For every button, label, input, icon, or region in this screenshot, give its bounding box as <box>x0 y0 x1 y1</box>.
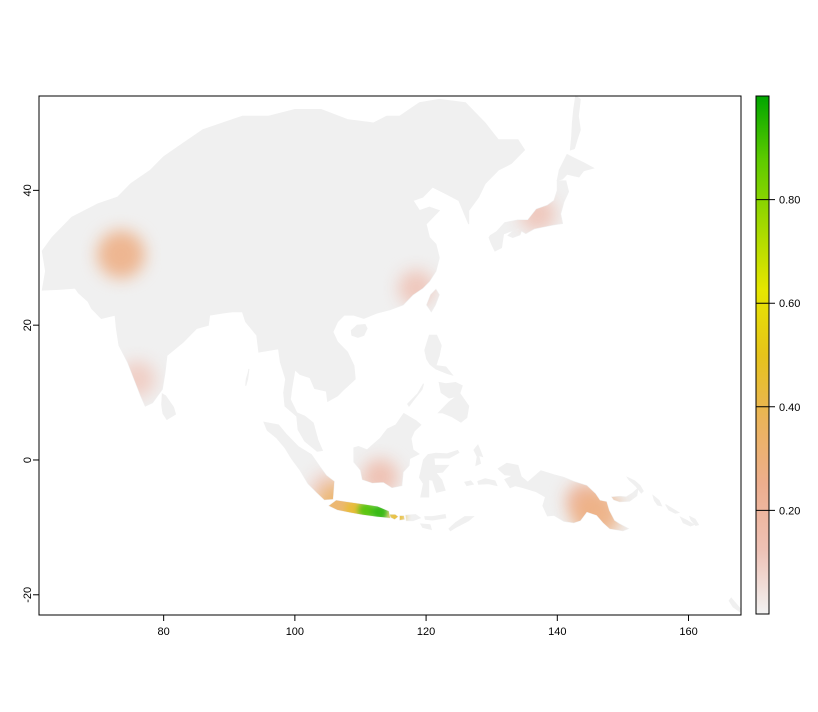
map-area <box>41 95 742 613</box>
land-vanuatu <box>728 597 742 613</box>
land-shikoku <box>507 229 523 239</box>
colorbar-ticks: 0.20 0.40 0.60 0.80 <box>756 195 800 517</box>
hotspot-7 <box>572 489 621 538</box>
hotspot-3 <box>519 196 556 232</box>
colorbar-tick-label: 0.60 <box>779 298 800 310</box>
y-axis: -20 0 20 40 <box>22 184 39 603</box>
land-palawan <box>407 383 424 407</box>
x-tick-label: 100 <box>286 626 304 638</box>
colorbar-tick-label: 0.40 <box>779 402 800 414</box>
land-kyushu <box>488 230 505 252</box>
land-hainan <box>350 323 368 338</box>
hotspot-4 <box>362 458 399 495</box>
land-solomon-2 <box>679 516 695 527</box>
land-seram <box>477 478 498 487</box>
colorbar-legend: 0.20 0.40 0.60 0.80 <box>755 95 800 615</box>
land-flores <box>424 514 447 521</box>
land-asia-mainland <box>41 98 526 452</box>
landmass <box>41 95 742 613</box>
land-hokkaido <box>556 153 595 181</box>
x-tick-label: 140 <box>548 626 566 638</box>
hotspot-2 <box>398 270 435 307</box>
land-sumbawa <box>405 514 422 522</box>
land-halmahera <box>473 444 484 467</box>
land-timor <box>448 516 475 532</box>
land-mindanao <box>437 393 470 423</box>
y-tick-label: 40 <box>22 184 34 196</box>
land-sakhalin <box>569 95 581 151</box>
land-visayas <box>438 381 463 399</box>
land-bougainville <box>652 494 663 507</box>
y-tick-label: -20 <box>22 587 34 603</box>
x-tick-label: 120 <box>417 626 435 638</box>
land-andaman <box>245 368 250 386</box>
x-axis: 80 100 120 140 160 <box>158 615 698 638</box>
colorbar <box>755 95 770 615</box>
y-tick-label: 0 <box>22 457 34 463</box>
colorbar-tick-label: 0.80 <box>779 195 800 207</box>
hotspot-0 <box>97 230 145 279</box>
plot-frame <box>38 95 742 616</box>
hotspot-11 <box>371 503 390 522</box>
land-new-ireland <box>626 476 644 494</box>
x-tick-label: 80 <box>158 626 170 638</box>
hotspot-1 <box>119 361 156 398</box>
land-solomon-1 <box>665 504 681 514</box>
y-tick-label: 20 <box>22 319 34 331</box>
colorbar-tick-label: 0.20 <box>779 505 800 517</box>
x-tick-label: 160 <box>679 626 697 638</box>
land-luzon <box>424 334 454 376</box>
land-sulawesi <box>418 449 460 498</box>
land-buru <box>464 480 475 487</box>
land-solomon-3 <box>688 515 700 526</box>
land-sri-lanka <box>161 393 177 421</box>
land-sumba <box>419 523 433 531</box>
